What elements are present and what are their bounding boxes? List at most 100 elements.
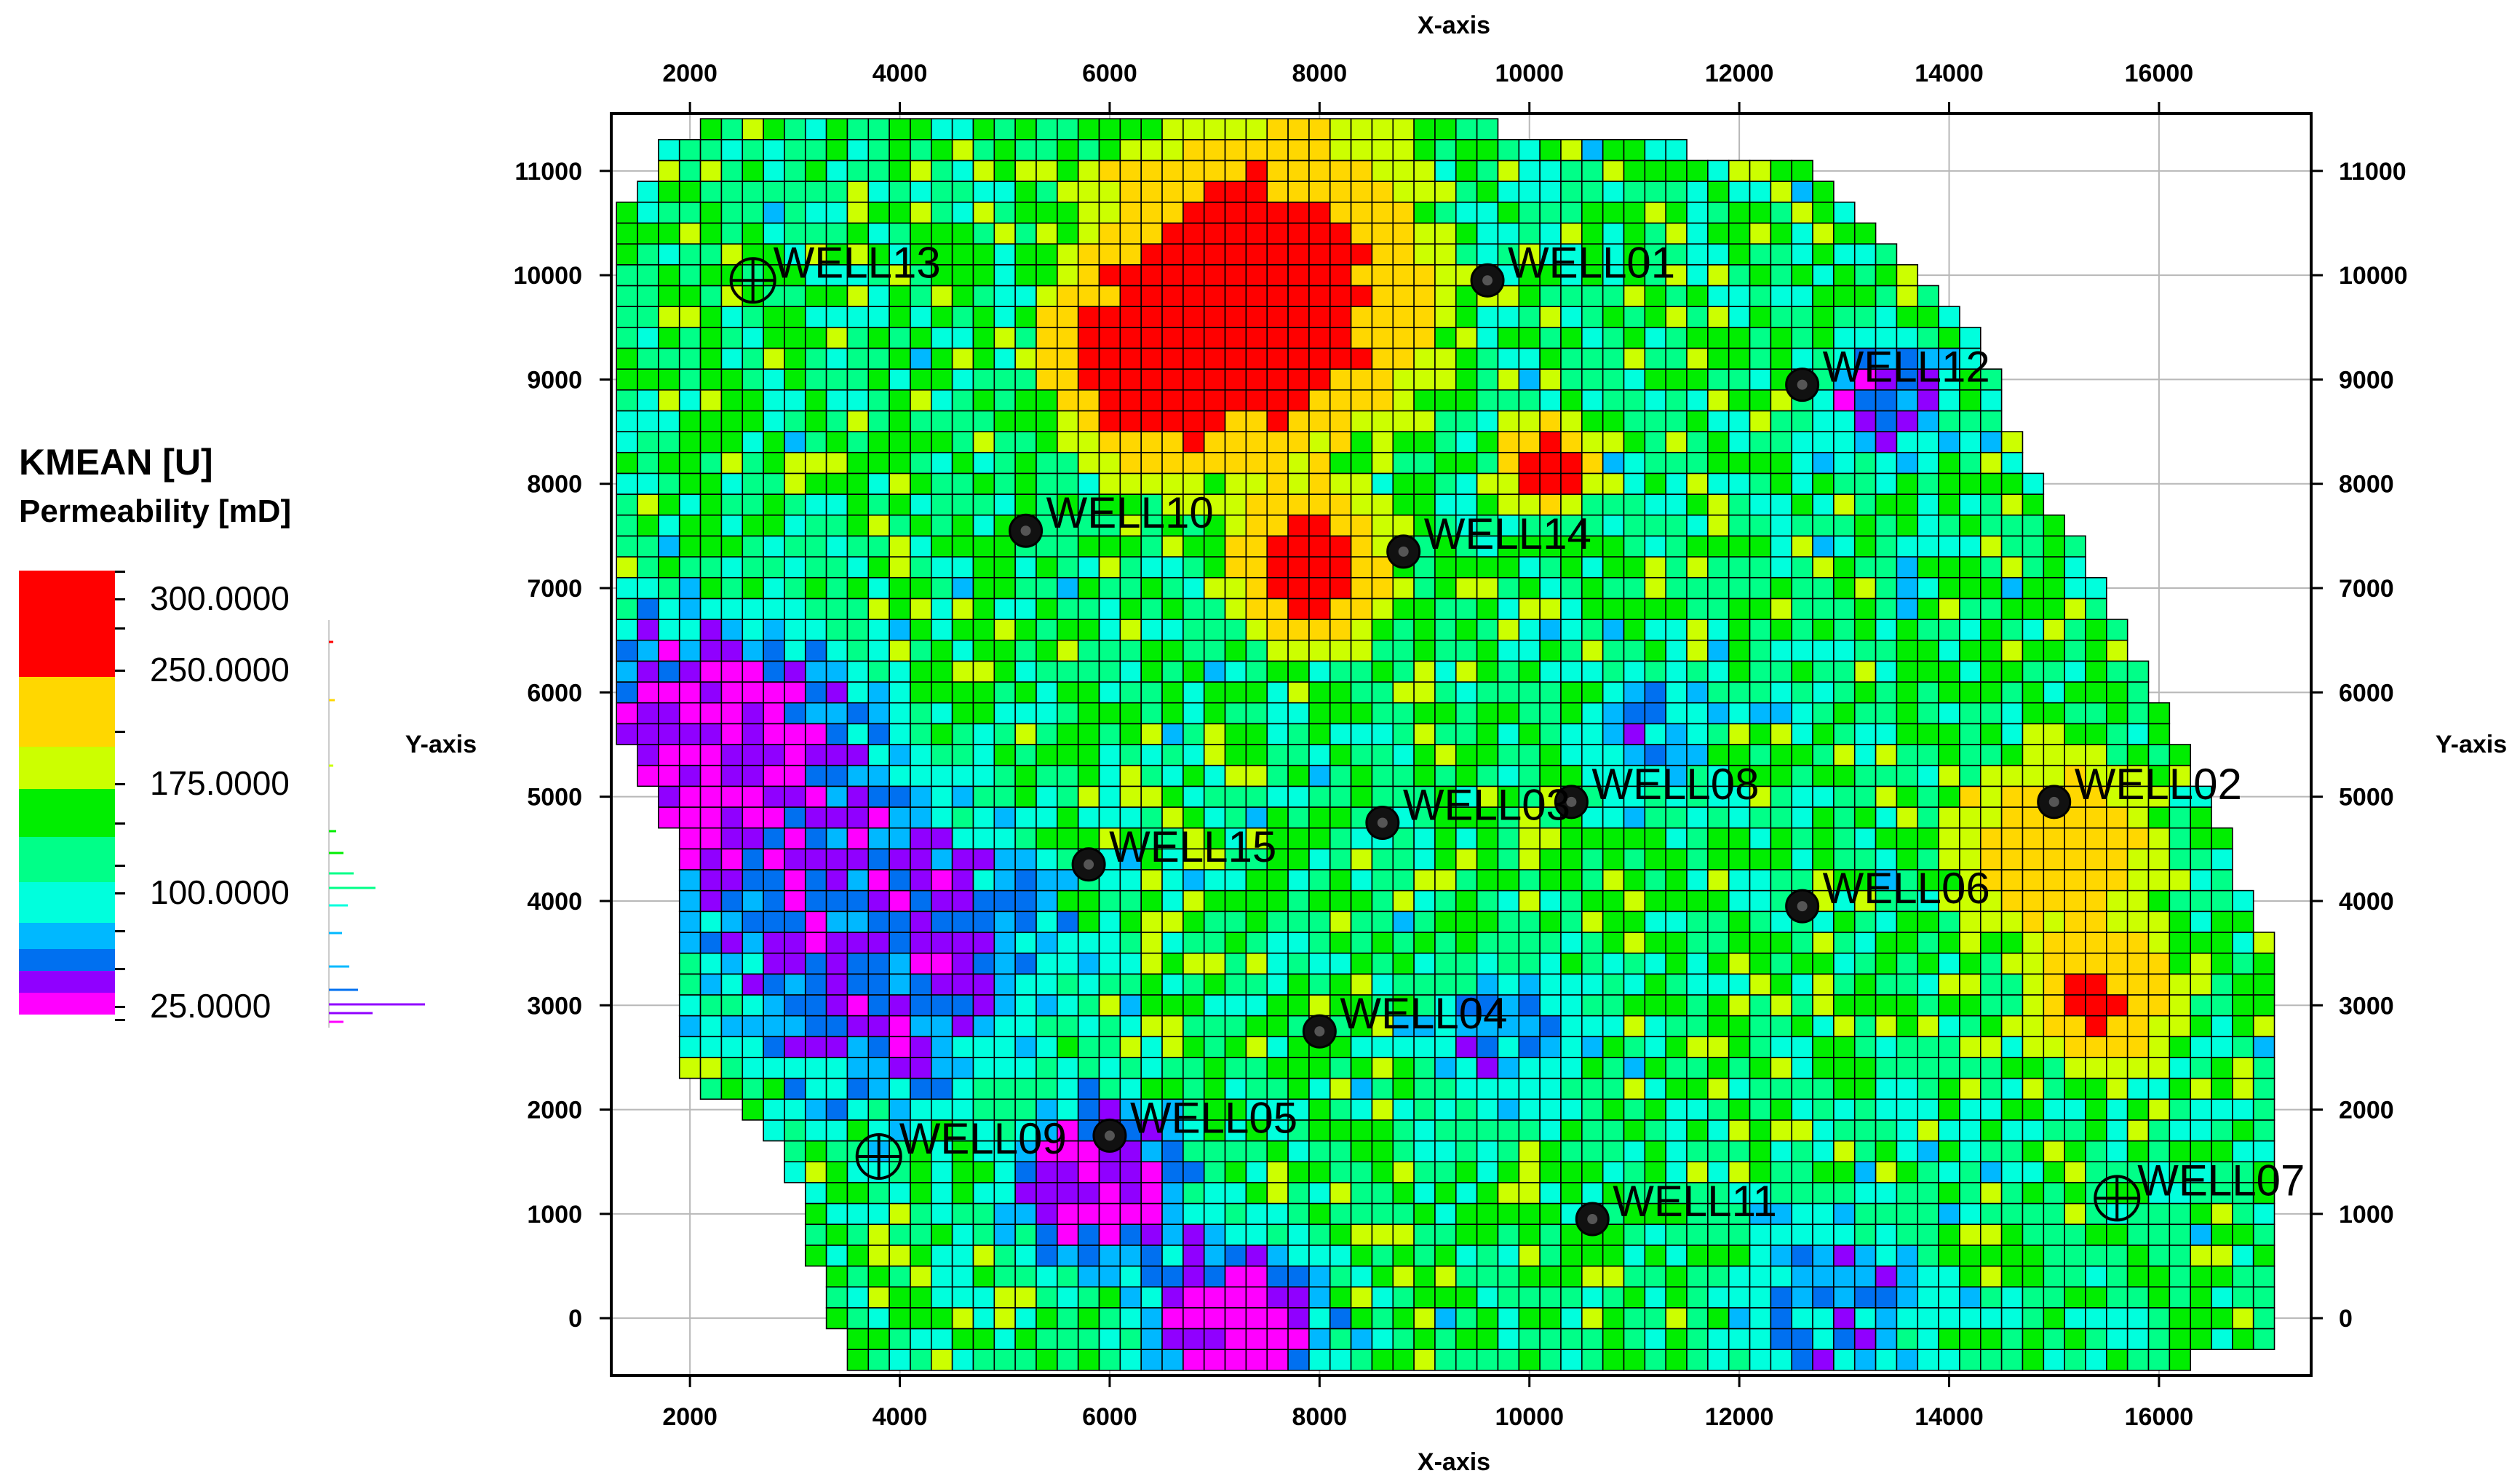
grid-cell (1308, 1245, 1331, 1267)
grid-cell (1938, 472, 1960, 495)
well-marker[interactable]: WELL11 (1575, 1177, 1777, 1237)
grid-cell (1853, 410, 1877, 432)
grid-cell (2232, 1057, 2254, 1079)
grid-cell (2106, 1349, 2129, 1371)
well-marker[interactable]: WELL08 (1554, 760, 1760, 820)
well-marker[interactable]: WELL04 (1302, 989, 1507, 1049)
grid-cell (993, 1265, 1016, 1287)
grid-cell (1476, 1036, 1499, 1058)
grid-cell (1245, 973, 1268, 996)
grid-cell (1036, 576, 1058, 600)
well-marker[interactable]: WELL06 (1785, 864, 1990, 924)
grid-cell (658, 243, 680, 266)
grid-cell (2043, 952, 2065, 975)
grid-cell (2211, 889, 2233, 913)
grid-cell (1308, 744, 1331, 766)
grid-cell (846, 243, 870, 266)
grid-cell (1938, 576, 1960, 600)
grid-cell (1455, 326, 1478, 349)
grid-cell (1812, 1245, 1835, 1267)
grid-cell (1287, 1098, 1310, 1121)
grid-cell (1707, 202, 1730, 224)
grid-cell (1728, 744, 1751, 766)
grid-cell (1161, 932, 1184, 954)
grid-cell (658, 222, 680, 245)
y-axis-title-left: Y-axis (405, 731, 477, 758)
grid-cell (993, 1057, 1016, 1079)
grid-cell (1728, 973, 1751, 996)
grid-cell (1853, 1161, 1877, 1183)
grid-cell (1057, 827, 1079, 850)
well-marker[interactable]: WELL05 (1092, 1093, 1297, 1153)
grid-cell (1959, 889, 1982, 913)
grid-cell (804, 472, 827, 495)
grid-cell (867, 306, 890, 328)
grid-cell (1644, 451, 1666, 475)
grid-cell (1728, 598, 1751, 620)
grid-cell (1119, 639, 1142, 662)
grid-cell (2147, 973, 2171, 996)
well-marker[interactable]: WELL09 (855, 1114, 1067, 1181)
grid-cell (1119, 576, 1142, 600)
well-marker[interactable]: WELL01 (1470, 238, 1675, 298)
grid-cell (742, 451, 764, 475)
grid-cell (1183, 1161, 1205, 1183)
grid-cell (889, 619, 911, 641)
grid-cell (1036, 368, 1058, 391)
grid-cell (720, 514, 744, 537)
grid-cell (2064, 556, 2086, 579)
well-marker[interactable]: WELL13 (729, 238, 941, 304)
grid-cell (1245, 368, 1268, 391)
grid-cell (1539, 451, 1562, 475)
grid-cell (1602, 1349, 1625, 1371)
grid-cell (1644, 159, 1666, 182)
grid-cell (720, 535, 744, 558)
grid-cell (1329, 1098, 1352, 1121)
grid-cell (846, 1077, 870, 1100)
grid-cell (1476, 1328, 1499, 1350)
grid-cell (1183, 1140, 1205, 1163)
grid-cell (1455, 451, 1478, 475)
grid-cell (1749, 1036, 1772, 1058)
grid-cell (993, 243, 1016, 266)
x-tick-label: 8000 (1292, 1403, 1348, 1431)
well-marker[interactable]: WELL12 (1785, 343, 1990, 402)
grid-cell (1707, 410, 1730, 432)
grid-cell (1371, 285, 1394, 307)
grid-cell (1224, 1286, 1247, 1309)
grid-cell (804, 139, 827, 162)
grid-cell (1707, 1349, 1730, 1371)
grid-cell (972, 827, 995, 850)
grid-cell (2022, 1245, 2045, 1267)
grid-cell (658, 180, 680, 203)
grid-cell (1896, 1245, 1919, 1267)
grid-cell (931, 869, 953, 892)
well-marker[interactable]: WELL10 (1009, 488, 1214, 548)
grid-cell (2043, 1286, 2065, 1309)
grid-cell (2000, 702, 2024, 725)
well-marker[interactable]: WELL14 (1386, 509, 1591, 569)
grid-cell (1875, 889, 1898, 913)
grid-cell (1665, 514, 1688, 537)
grid-cell (1518, 744, 1541, 766)
grid-cell (1413, 389, 1436, 412)
well-marker[interactable]: WELL02 (2037, 760, 2242, 820)
grid-cell (1833, 869, 1856, 892)
well-marker[interactable]: WELL15 (1071, 822, 1276, 882)
grid-cell (1183, 848, 1205, 870)
grid-cell (1518, 431, 1541, 453)
grid-cell (1203, 1202, 1226, 1226)
well-marker[interactable]: WELL07 (2094, 1156, 2305, 1222)
grid-cell (637, 744, 659, 766)
grid-cell (1057, 1202, 1079, 1226)
grid-cell (993, 451, 1016, 475)
legend-subtitle: Permeability [mD] (19, 493, 292, 529)
grid-cell (616, 556, 638, 579)
y-axis-title-right: Y-axis (2436, 731, 2507, 758)
well-marker[interactable]: WELL03 (1365, 780, 1570, 840)
grid-cell (1140, 118, 1163, 140)
grid-cell (972, 285, 995, 307)
grid-cell (951, 431, 974, 453)
grid-cell (1392, 910, 1415, 933)
grid-cell (1455, 347, 1478, 370)
